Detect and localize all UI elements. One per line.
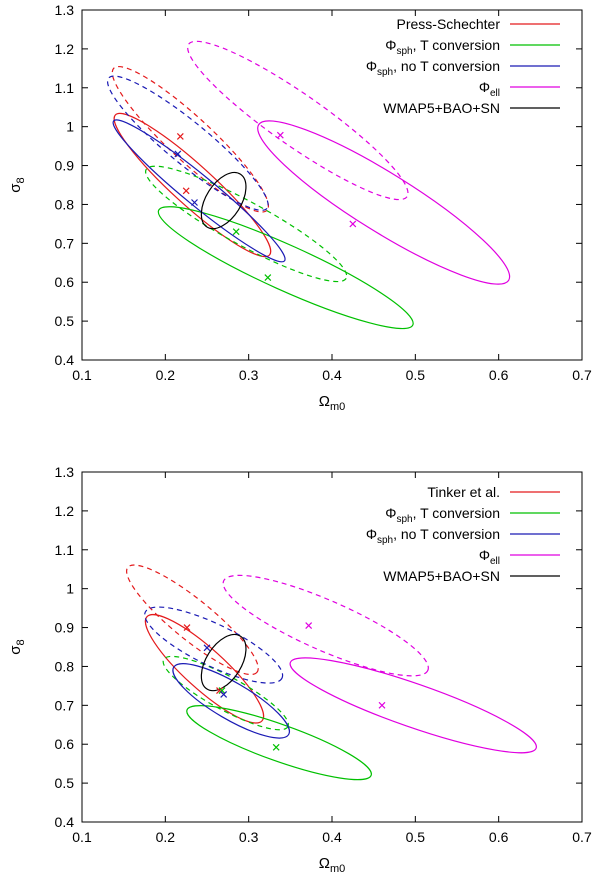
best-fit-marker [305, 622, 313, 630]
contours [126, 564, 537, 781]
best-fit-marker [264, 274, 272, 281]
x-tick-label: 0.3 [239, 829, 259, 845]
panel-top: 0.1 0.2 0.3 0.4 0.5 0.6 0.7 0.4 0.5 0.6 0.7 0.8 0.9 1… [7, 2, 592, 413]
y-tick-label: 0.4 [55, 814, 75, 830]
contour-dashed-5 [144, 606, 284, 684]
best-fit-marker [182, 187, 190, 195]
x-tick-label: 0.2 [156, 829, 176, 845]
x-tick-label: 0.6 [489, 829, 509, 845]
contour-dashed-3 [145, 165, 348, 283]
y-tick-label: 0.7 [55, 697, 75, 713]
y-tick-label: 0.8 [55, 196, 75, 212]
contour-solid-8 [200, 171, 247, 230]
x-tick-label: 0.2 [156, 367, 176, 383]
best-fit-marker [191, 199, 198, 206]
y-tick-label: 1.1 [55, 80, 75, 96]
y-tick-label: 1.3 [55, 2, 75, 18]
legend-label: Φsph, no T conversion [366, 526, 500, 546]
best-fit-marker [276, 131, 284, 139]
panel-bottom: 0.1 0.2 0.3 0.4 0.5 0.6 0.7 0.4 0.5 0.6 0.7 0.8 0.9 1… [7, 464, 592, 875]
best-fit-marker [232, 228, 240, 236]
contour-dashed-7 [222, 574, 429, 677]
x-axis-label: Ωm0 [319, 393, 346, 413]
best-fit-marker [220, 691, 228, 698]
y-tick-label: 0.5 [55, 313, 75, 329]
y-tick-label: 0.7 [55, 235, 75, 251]
y-axis-label: σ8 [7, 639, 27, 654]
y-tick-label: 1 [66, 581, 74, 597]
x-tick-label: 0.7 [572, 829, 592, 845]
legend-label: Φsph, T conversion [385, 37, 500, 57]
contour-solid-0 [113, 112, 272, 258]
x-axis-label: Ωm0 [319, 855, 346, 875]
y-tick-label: 0.6 [55, 736, 75, 752]
legend-label: Φell [479, 79, 500, 99]
plot-frame [81, 9, 583, 361]
contour-solid-6 [257, 120, 511, 285]
y-tick-label: 1.1 [55, 542, 75, 558]
best-fit-marker [174, 150, 182, 158]
y-tick-label: 1.3 [55, 464, 75, 480]
contour-solid-4 [172, 663, 291, 739]
y-tick-label: 0.6 [55, 274, 75, 290]
y-tick-label: 0.9 [55, 158, 75, 174]
contour-solid-2 [157, 206, 414, 330]
x-tick-label: 0.3 [239, 367, 259, 383]
best-fit-marker [203, 644, 211, 652]
y-axis-label: σ8 [7, 177, 27, 192]
contour-solid-6 [289, 657, 537, 754]
best-fit-marker [378, 701, 386, 709]
contour-solid-2 [186, 705, 372, 781]
x-tick-label: 0.4 [322, 367, 342, 383]
x-tick-label: 0.4 [322, 829, 342, 845]
legend-label: Φsph, T conversion [385, 505, 500, 525]
legend-label: Tinker et al. [427, 484, 500, 500]
y-tick-label: 1.2 [55, 41, 75, 57]
y-tick-label: 0.8 [55, 658, 75, 674]
best-fit-marker [183, 624, 191, 631]
contour-solid-0 [144, 614, 265, 724]
legend-label: Φell [479, 547, 500, 567]
y-tick-label: 0.4 [55, 352, 75, 368]
best-fit-marker [176, 132, 184, 140]
best-fit-marker [349, 220, 357, 228]
x-tick-label: 0.7 [572, 367, 592, 383]
x-tick-label: 0.5 [406, 829, 426, 845]
x-tick-label: 0.1 [72, 367, 92, 383]
x-tick-label: 0.5 [406, 367, 426, 383]
legend-label: Press-Schechter [397, 16, 501, 32]
y-tick-label: 1.2 [55, 503, 75, 519]
y-tick-label: 1 [66, 119, 74, 135]
contour-dashed-5 [106, 75, 269, 211]
contour-dashed-7 [187, 40, 409, 201]
x-tick-label: 0.1 [72, 829, 92, 845]
legend-label: WMAP5+BAO+SN [383, 568, 500, 584]
contour-dashed-1 [126, 564, 259, 676]
y-tick-label: 0.9 [55, 620, 75, 636]
contour-solid-8 [200, 633, 247, 692]
contour-dashed-1 [111, 65, 270, 213]
x-tick-label: 0.6 [489, 367, 509, 383]
contours [106, 40, 511, 330]
contour-solid-4 [112, 119, 286, 263]
y-tick-label: 0.5 [55, 775, 75, 791]
best-fit-marker [218, 687, 226, 694]
best-fit-marker [272, 743, 280, 751]
legend-label: Φsph, no T conversion [366, 58, 500, 78]
legend-label: WMAP5+BAO+SN [383, 100, 500, 116]
